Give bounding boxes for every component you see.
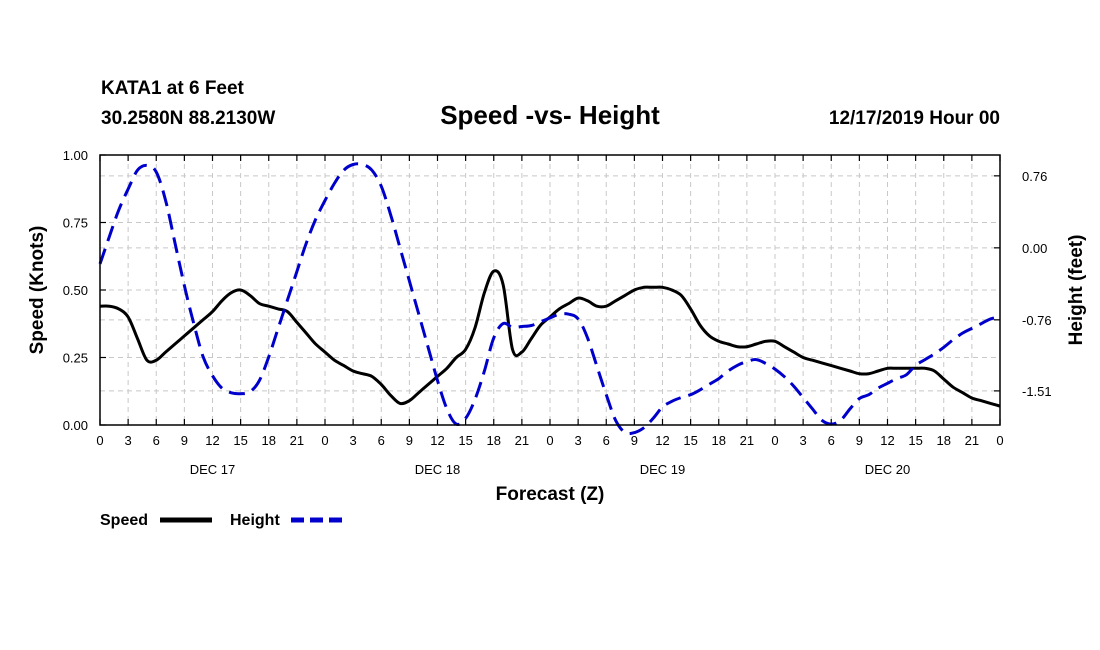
x-tick-label: 6 [153, 433, 160, 448]
x-tick-label: 6 [378, 433, 385, 448]
y-axis-title-right: Height (feet) [1066, 235, 1087, 346]
x-tick-label: 3 [800, 433, 807, 448]
x-tick-label: 21 [965, 433, 979, 448]
x-tick-label: 3 [125, 433, 132, 448]
x-tick-label: 6 [828, 433, 835, 448]
y-tick-label-left: 0.75 [63, 216, 88, 231]
x-tick-label: 12 [655, 433, 669, 448]
y-axis-title-left: Speed (Knots) [27, 226, 48, 355]
x-tick-label: 18 [487, 433, 501, 448]
x-tick-label: 3 [575, 433, 582, 448]
x-tick-label: 18 [262, 433, 276, 448]
x-axis-title: Forecast (Z) [496, 484, 605, 505]
y-tick-label-right: -0.76 [1022, 313, 1052, 328]
axes: 0 3 6 9 12 15 18 21 0 3 6 9 12 15 18 21 0 3 6 9 12 15 18 21 0 3 6 9… [63, 148, 1052, 477]
x-tick-label: 9 [181, 433, 188, 448]
x-tick-label: 0 [96, 433, 103, 448]
y-tick-label-right: -1.51 [1022, 384, 1052, 399]
x-tick-label: 15 [683, 433, 697, 448]
legend-height-label: Height [230, 512, 280, 529]
station-line: KATA1 at 6 Feet [101, 78, 245, 99]
grid-lines [100, 155, 1000, 425]
x-tick-label: 21 [515, 433, 529, 448]
chart-title: Speed -vs- Height [440, 100, 660, 130]
x-tick-label: 9 [856, 433, 863, 448]
series-lines [98, 162, 1001, 436]
series-line-height [98, 162, 1001, 436]
legend-speed-label: Speed [100, 512, 148, 529]
x-tick-label: 12 [205, 433, 219, 448]
x-tick-label: 9 [631, 433, 638, 448]
x-tick-label: 12 [880, 433, 894, 448]
y-tick-label-left: 1.00 [63, 148, 88, 163]
y-tick-label-right: 0.00 [1022, 241, 1047, 256]
y-tick-label-right: 0.76 [1022, 169, 1047, 184]
x-tick-label: 18 [712, 433, 726, 448]
y-tick-label-left: 0.25 [63, 351, 88, 366]
x-tick-label: 12 [430, 433, 444, 448]
run-label: 12/17/2019 Hour 00 [829, 108, 1000, 129]
x-tick-label: 0 [996, 433, 1003, 448]
x-tick-label: 0 [321, 433, 328, 448]
x-tick-label: 15 [233, 433, 247, 448]
y-tick-label-left: 0.50 [63, 283, 88, 298]
x-tick-label: 15 [458, 433, 472, 448]
x-tick-label: 15 [908, 433, 922, 448]
x-tick-label: 6 [603, 433, 610, 448]
x-tick-label: 0 [546, 433, 553, 448]
coords-line: 30.2580N 88.2130W [101, 108, 275, 129]
day-label: DEC 20 [865, 462, 911, 477]
x-tick-label: 18 [937, 433, 951, 448]
x-tick-label: 9 [406, 433, 413, 448]
day-label: DEC 19 [640, 462, 686, 477]
day-label: DEC 18 [415, 462, 461, 477]
legend: Speed Height [100, 512, 343, 529]
day-label: DEC 17 [190, 462, 236, 477]
x-tick-label: 0 [771, 433, 778, 448]
x-tick-label: 3 [350, 433, 357, 448]
x-tick-label: 21 [290, 433, 304, 448]
x-tick-label: 21 [740, 433, 754, 448]
y-tick-label-left: 0.00 [63, 418, 88, 433]
